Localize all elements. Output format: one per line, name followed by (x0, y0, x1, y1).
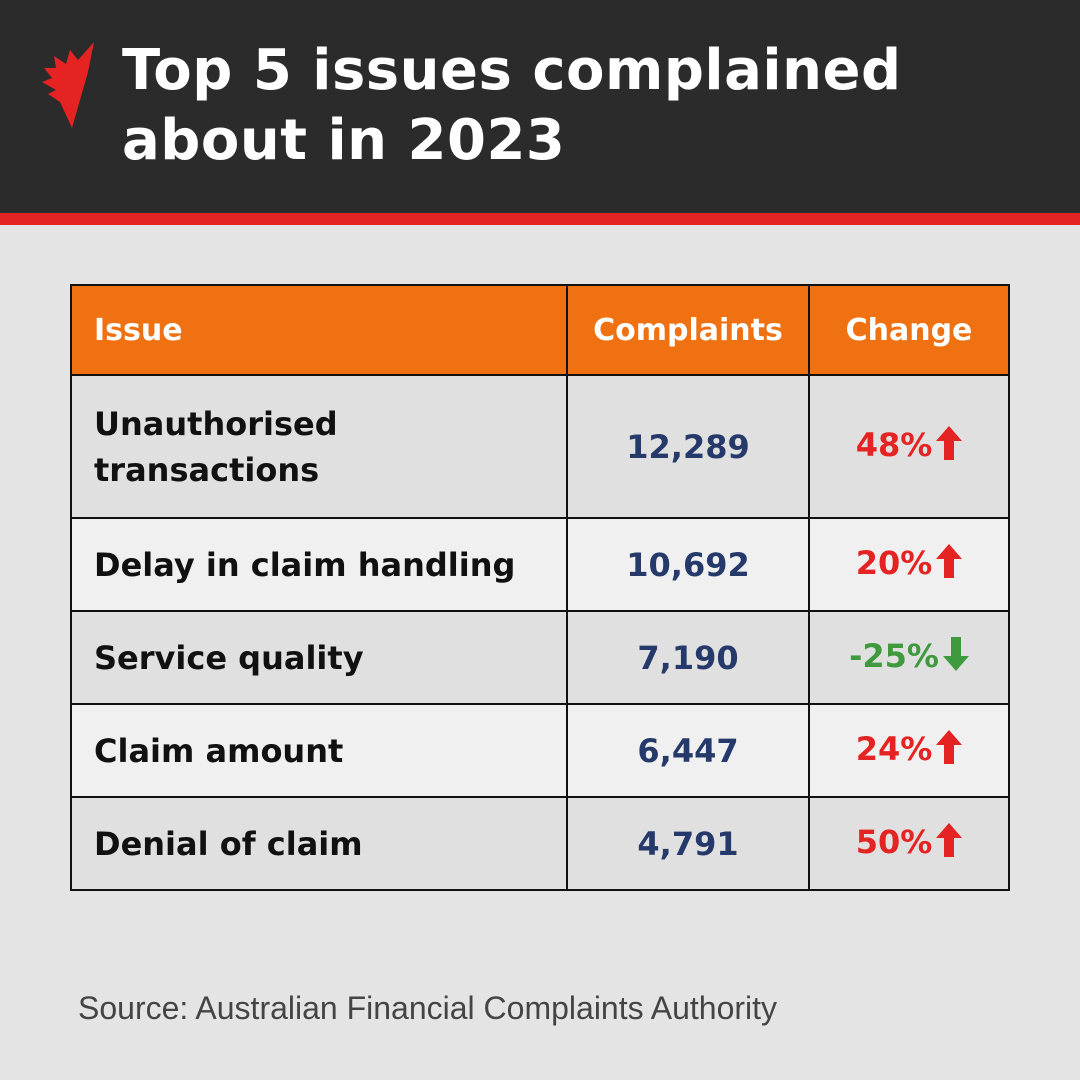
complaints-table: Issue Complaints Change Unauthorised tra… (70, 284, 1010, 891)
issue-cell: Denial of claim (70, 796, 568, 891)
table-row: Claim amount 6,447 24% (70, 703, 1010, 798)
arrow-down-icon (942, 636, 969, 679)
table-row: Service quality 7,190 -25% (70, 610, 1010, 705)
issue-cell: Claim amount (70, 703, 568, 798)
table-header-row: Issue Complaints Change (70, 284, 1010, 376)
arrow-up-icon (936, 729, 963, 772)
complaints-cell: 10,692 (566, 517, 810, 612)
red-stripe (0, 213, 1080, 225)
column-header-change: Change (808, 284, 1010, 376)
change-value: -25% (849, 636, 939, 675)
page-title: Top 5 issues complained about in 2023 (122, 36, 902, 176)
change-value: 20% (855, 543, 933, 582)
arrow-up-icon (936, 425, 963, 468)
change-cell: 20% (808, 517, 1010, 612)
title-line-1: Top 5 issues complained (122, 38, 902, 103)
table-row: Unauthorised transactions 12,289 48% (70, 374, 1010, 519)
complaints-cell: 7,190 (566, 610, 810, 705)
complaints-cell: 6,447 (566, 703, 810, 798)
change-value: 48% (855, 425, 933, 464)
column-header-complaints: Complaints (566, 284, 810, 376)
issue-cell: Service quality (70, 610, 568, 705)
header-bar: Top 5 issues complained about in 2023 (0, 0, 1080, 213)
change-cell: 48% (808, 374, 1010, 519)
change-value: 50% (855, 822, 933, 861)
change-cell: -25% (808, 610, 1010, 705)
table-row: Delay in claim handling 10,692 20% (70, 517, 1010, 612)
column-header-issue: Issue (70, 284, 568, 376)
title-line-2: about in 2023 (122, 108, 566, 173)
table-row: Denial of claim 4,791 50% (70, 796, 1010, 891)
complaints-cell: 12,289 (566, 374, 810, 519)
sbs-logo (42, 42, 94, 128)
change-cell: 50% (808, 796, 1010, 891)
change-cell: 24% (808, 703, 1010, 798)
arrow-up-icon (936, 543, 963, 586)
source-note: Source: Australian Financial Complaints … (78, 990, 778, 1026)
change-value: 24% (855, 729, 933, 768)
issue-cell: Unauthorised transactions (70, 374, 568, 519)
issue-cell: Delay in claim handling (70, 517, 568, 612)
arrow-up-icon (936, 822, 963, 865)
complaints-cell: 4,791 (566, 796, 810, 891)
